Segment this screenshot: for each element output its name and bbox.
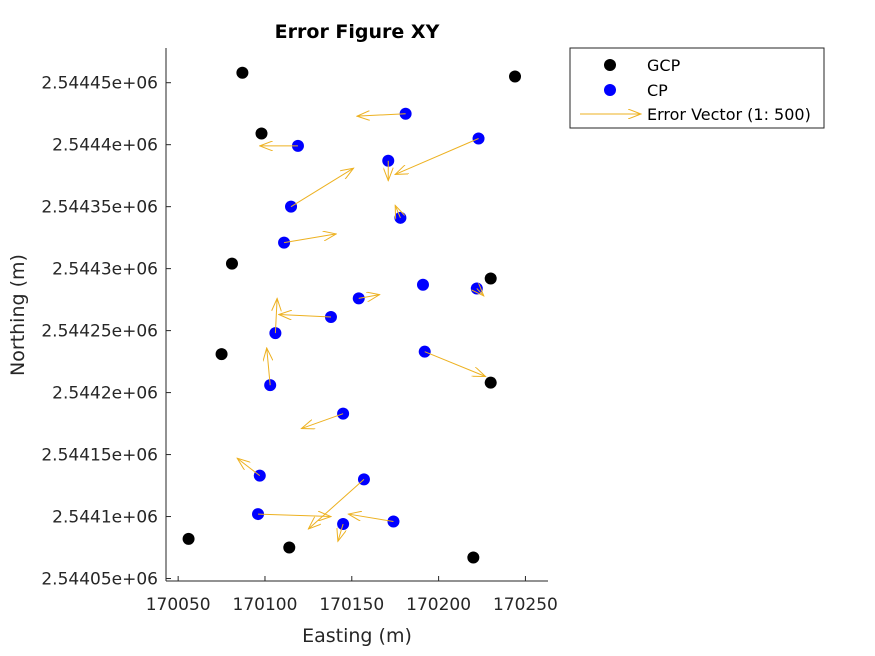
- error-vector: [358, 295, 380, 299]
- legend-gcp-label: GCP: [647, 56, 681, 75]
- y-tick-label: 2.54425e+06: [41, 322, 158, 342]
- x-tick-label: 170100: [233, 595, 298, 615]
- x-tick-label: 170150: [319, 595, 384, 615]
- error-vector: [357, 114, 406, 116]
- gcp-point: [484, 376, 497, 389]
- y-tick-label: 2.5441e+06: [52, 508, 158, 528]
- plot-marks: [182, 66, 522, 564]
- y-tick-label: 2.54415e+06: [41, 446, 158, 466]
- legend-cp-label: CP: [647, 81, 668, 100]
- gcp-point: [225, 257, 238, 270]
- legend-cp-marker: [604, 84, 616, 96]
- error-vector: [275, 298, 277, 334]
- error-vector: [267, 348, 270, 386]
- chart-title: Error Figure XY: [275, 21, 440, 43]
- gcp-point: [467, 551, 480, 564]
- y-tick-label: 2.5443e+06: [52, 260, 158, 280]
- error-vector: [283, 234, 336, 244]
- gcp-point: [484, 272, 497, 285]
- error-vector: [290, 168, 354, 208]
- error-vector: [348, 514, 394, 522]
- y-tick-label: 2.5444e+06: [52, 136, 158, 156]
- y-tick-label: 2.54435e+06: [41, 198, 158, 218]
- error-vector: [338, 523, 343, 541]
- gcp-point: [255, 127, 268, 140]
- y-tick-label: 2.54445e+06: [41, 74, 158, 94]
- error-vector: [424, 351, 486, 377]
- gcp-point: [509, 70, 522, 83]
- legend: GCP CP Error Vector (1: 500): [569, 47, 825, 129]
- gcp-point: [215, 348, 228, 361]
- error-vector: [279, 315, 331, 317]
- gcp-point: [283, 541, 296, 554]
- plot-axes: 170050 170100 170150 170200 170250 2.54405e+0…: [41, 48, 558, 615]
- error-vector: [237, 458, 261, 477]
- error-vector: [308, 478, 365, 529]
- error-vector: [258, 514, 331, 516]
- x-axis-label: Easting (m): [302, 625, 412, 647]
- error-vector: [395, 205, 400, 217]
- y-axis-label: Northing (m): [7, 254, 29, 376]
- error-vector: [301, 413, 344, 429]
- y-tick-label: 2.54405e+06: [41, 570, 158, 590]
- error-vector: [477, 288, 484, 295]
- x-tick-label: 170050: [146, 595, 211, 615]
- cp-point: [416, 278, 429, 291]
- error-vector: [395, 138, 479, 174]
- y-tick-label: 2.5442e+06: [52, 384, 158, 404]
- x-tick-label: 170200: [406, 595, 471, 615]
- x-tick-label: 170250: [493, 595, 558, 615]
- gcp-point: [182, 532, 195, 545]
- legend-vector-label: Error Vector (1: 500): [647, 105, 811, 124]
- legend-gcp-marker: [604, 59, 616, 71]
- gcp-point: [236, 66, 249, 79]
